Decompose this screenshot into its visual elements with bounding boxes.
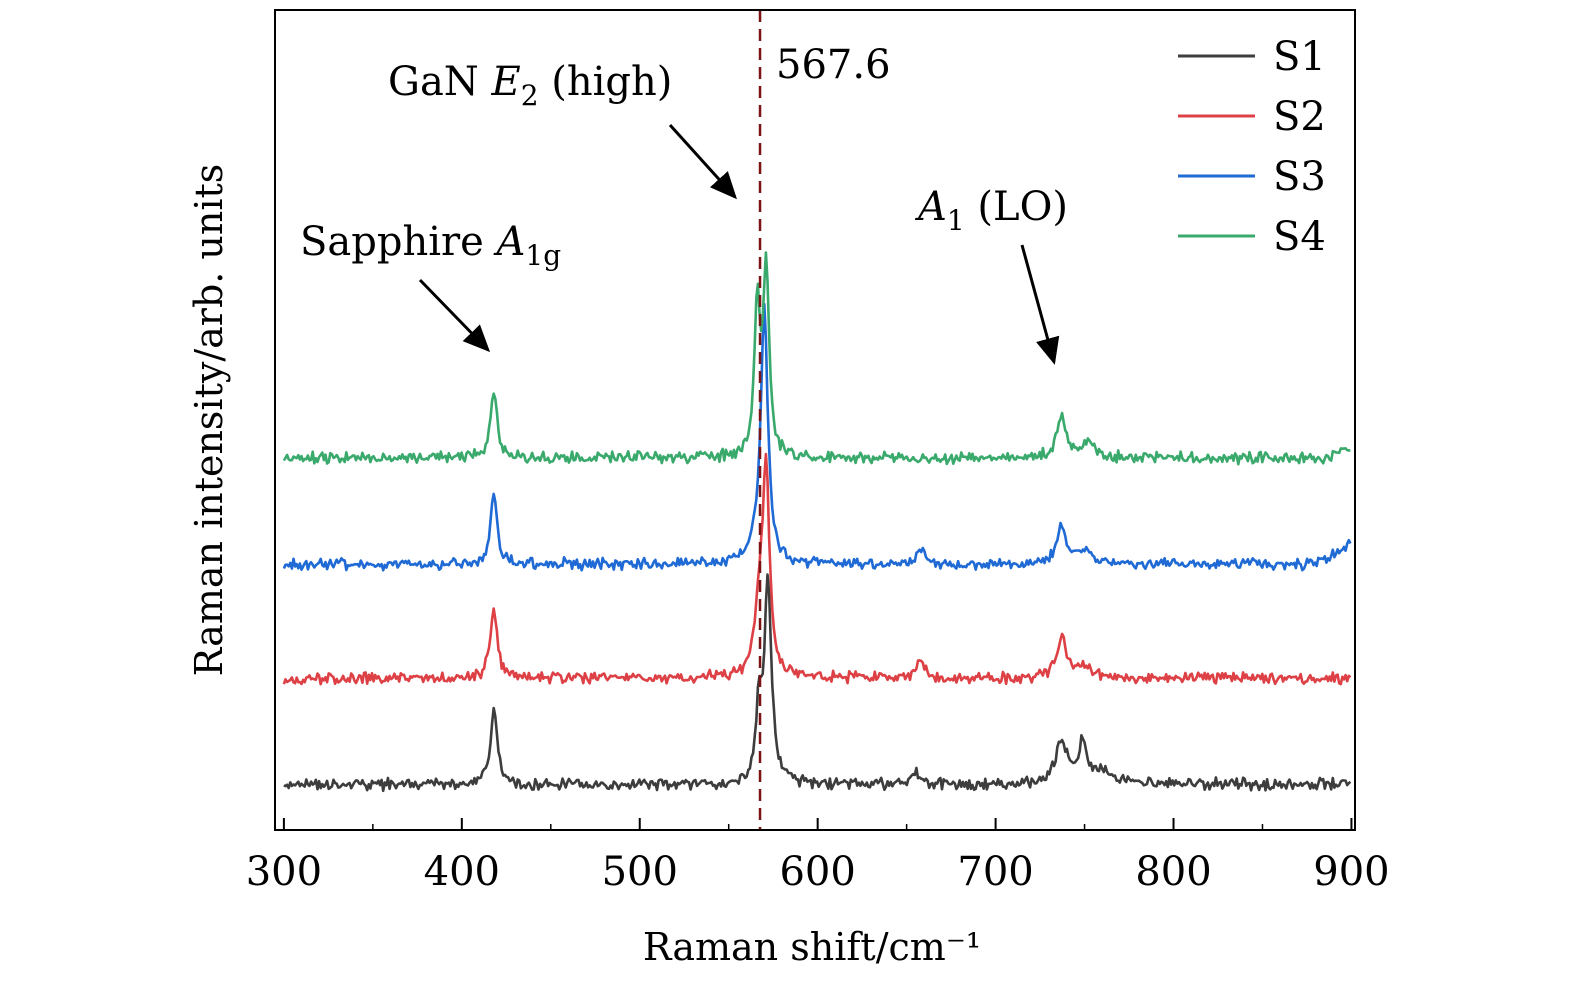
reference-line-label: 567.6 (776, 42, 891, 88)
legend-label-s4: S4 (1273, 214, 1326, 260)
annotation-arrow-a1-lo (1020, 244, 1060, 365)
annotation-sub: 1g (525, 239, 561, 272)
series-line-s3 (282, 302, 1352, 572)
annotation-arrow-gan-e2 (668, 123, 738, 200)
plot-frame (274, 9, 1356, 831)
annotation-math: A (914, 184, 947, 230)
y-axis-label: Raman intensity/arb. units (187, 164, 231, 677)
annotation-tail: (high) (539, 59, 673, 105)
x-tick-label: 600 (779, 849, 855, 895)
annotation-tail: (LO) (965, 184, 1068, 230)
x-axis-label: Raman shift/cm⁻¹ (643, 925, 981, 969)
annotation-a1-lo: A1 (LO) (914, 184, 1068, 237)
annotation-sapphire: Sapphire A1g (300, 219, 561, 272)
x-tick-label: 900 (1313, 849, 1389, 895)
annotation-sub: 2 (521, 79, 539, 112)
plot-area (282, 10, 1352, 830)
axes: 300 400 500 600 700 800 900 (246, 9, 1390, 895)
legend-label-s2: S2 (1273, 94, 1326, 140)
x-tick-label: 300 (246, 849, 322, 895)
annotation-math: E (491, 59, 521, 105)
series-line-s1 (283, 573, 1352, 793)
series-line-s2 (282, 452, 1352, 686)
annotation-text: Sapphire (300, 219, 497, 265)
legend-label-s3: S3 (1273, 154, 1326, 200)
x-tick-label: 800 (1135, 849, 1211, 895)
legend-label-s1: S1 (1273, 34, 1326, 80)
legend: S1 S2 S3 S4 (1178, 34, 1326, 260)
annotation-text: GaN (388, 59, 492, 105)
x-tick-label: 500 (602, 849, 678, 895)
x-tick-label: 700 (957, 849, 1033, 895)
annotation-gan-e2: GaN E2 (high) (388, 59, 672, 112)
annotation-arrow-sapphire (418, 278, 491, 353)
annotation-sub: 1 (947, 204, 965, 237)
series-line-s4 (282, 251, 1351, 466)
x-tick-label: 400 (424, 849, 500, 895)
annotation-math: A (493, 219, 526, 265)
